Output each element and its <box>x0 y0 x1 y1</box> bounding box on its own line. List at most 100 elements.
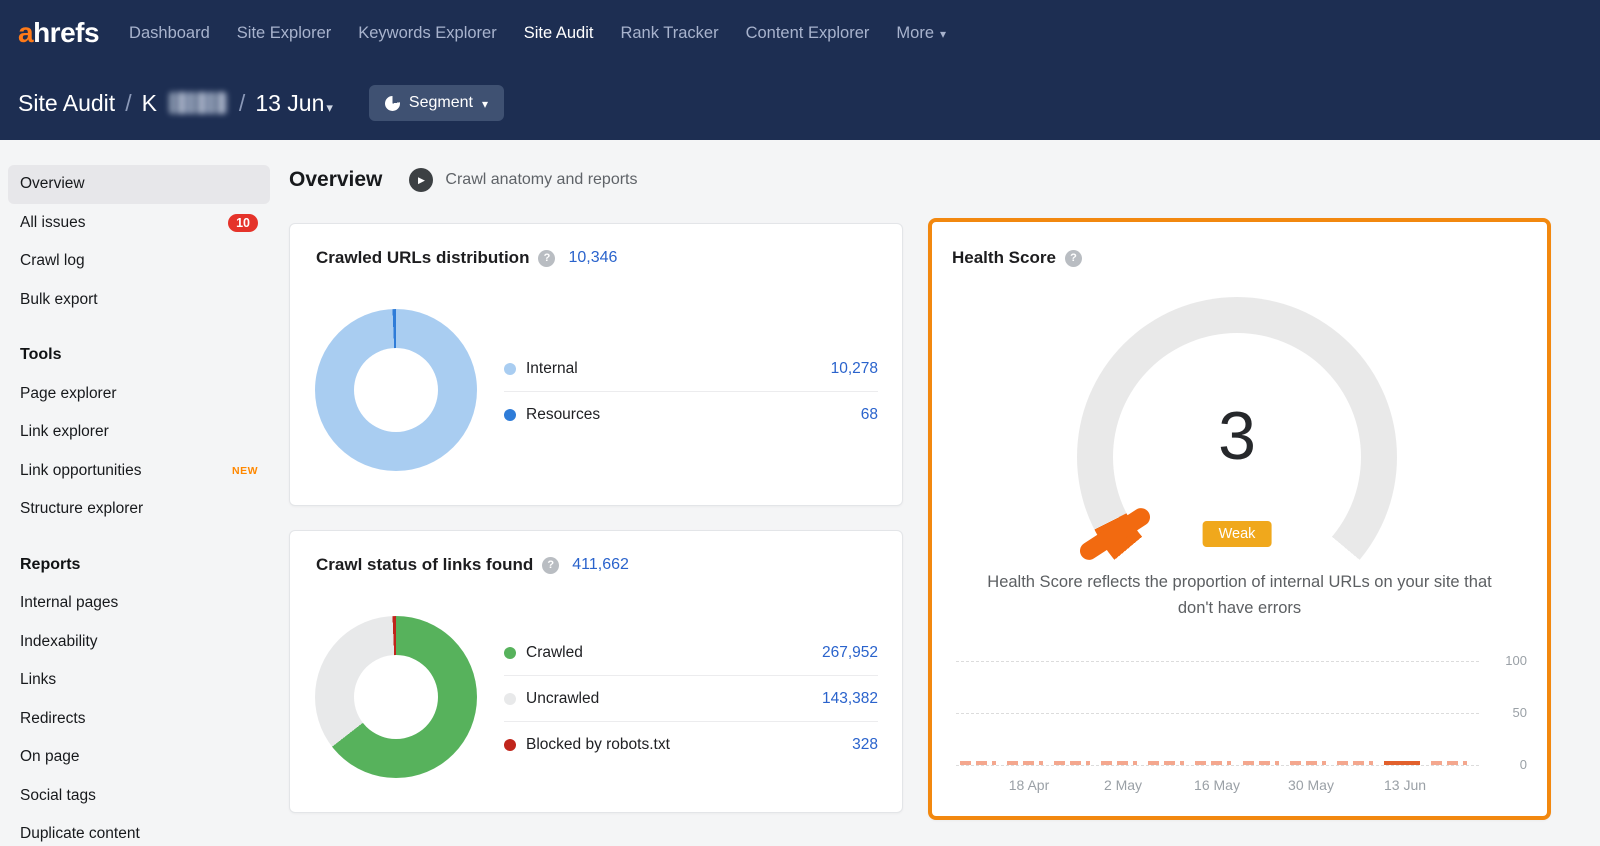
help-icon[interactable]: ? <box>1065 250 1082 267</box>
legend-row-uncrawled: Uncrawled 143,382 <box>504 676 878 722</box>
health-gauge-hole <box>1113 333 1361 581</box>
nav-item-site-audit[interactable]: Site Audit <box>524 24 594 43</box>
x-axis-label: 30 May <box>1288 777 1334 793</box>
trend-bar <box>1148 761 1184 765</box>
crawl-status-donut-chart <box>315 616 477 778</box>
x-axis-label: 16 May <box>1194 777 1240 793</box>
help-icon[interactable]: ? <box>542 557 559 574</box>
sidebar-section-reports: Reports <box>8 546 270 585</box>
trend-bar <box>1384 761 1420 765</box>
crawled-urls-total[interactable]: 10,346 <box>568 249 617 267</box>
crawled-urls-card-title: Crawled URLs distribution <box>316 248 529 268</box>
segment-button[interactable]: Segment ▾ <box>369 85 504 121</box>
logo-rest: hrefs <box>33 17 99 48</box>
page-title: Overview <box>289 168 382 192</box>
sidebar-item-indexability[interactable]: Indexability <box>8 623 270 662</box>
health-score-gauge: 3 Weak <box>1077 297 1397 617</box>
legend-dot <box>504 693 516 705</box>
x-axis-label: 13 Jun <box>1384 777 1426 793</box>
legend-value[interactable]: 328 <box>852 736 878 754</box>
breadcrumb-row: Site Audit / K / 13 Jun▾ Segment ▾ <box>0 66 1600 140</box>
trend-bar <box>1337 761 1373 765</box>
chevron-down-icon: ▾ <box>326 100 333 115</box>
nav-item-site-explorer[interactable]: Site Explorer <box>237 24 331 43</box>
sidebar-item-internal-pages[interactable]: Internal pages <box>8 584 270 623</box>
legend-row-crawled: Crawled 267,952 <box>504 630 878 676</box>
trend-bar <box>1195 761 1231 765</box>
health-score-card-title: Health Score <box>952 248 1056 268</box>
sidebar: Overview All issues10 Crawl log Bulk exp… <box>0 140 278 846</box>
legend-row-blocked: Blocked by robots.txt 328 <box>504 722 878 768</box>
crawl-status-card: Crawl status of links found ? 411,662 Cr… <box>289 530 903 813</box>
legend-value[interactable]: 68 <box>861 406 878 424</box>
trend-bar <box>1431 761 1467 765</box>
sidebar-item-page-explorer[interactable]: Page explorer <box>8 375 270 414</box>
nav-item-more[interactable]: More▾ <box>896 24 946 43</box>
health-score-trend-chart: 100 50 0 18 Apr 2 May 16 May 30 May 13 J… <box>956 649 1527 799</box>
trend-bar <box>1290 761 1326 765</box>
sidebar-item-links[interactable]: Links <box>8 661 270 700</box>
sidebar-item-redirects[interactable]: Redirects <box>8 700 270 739</box>
sidebar-item-social-tags[interactable]: Social tags <box>8 777 270 816</box>
legend-value[interactable]: 267,952 <box>822 644 878 662</box>
gridline-50 <box>956 713 1479 714</box>
ahrefs-logo[interactable]: ahrefs <box>18 17 99 49</box>
trend-bar <box>1101 761 1137 765</box>
trend-bar <box>960 761 996 765</box>
chevron-down-icon: ▾ <box>940 28 946 40</box>
y-axis-tick: 100 <box>1485 653 1527 668</box>
crawled-urls-legend: Internal 10,278 Resources 68 <box>504 346 878 438</box>
top-navigation: ahrefs Dashboard Site Explorer Keywords … <box>0 0 1600 140</box>
nav-item-rank-tracker[interactable]: Rank Tracker <box>620 24 718 43</box>
sidebar-item-structure-explorer[interactable]: Structure explorer <box>8 490 270 529</box>
project-name-initial[interactable]: K <box>142 90 157 117</box>
issues-count-badge: 10 <box>228 214 258 233</box>
sidebar-item-overview[interactable]: Overview <box>8 165 270 204</box>
legend-row-internal: Internal 10,278 <box>504 346 878 392</box>
sidebar-item-duplicate-content[interactable]: Duplicate content <box>8 815 270 846</box>
crawl-status-card-title: Crawl status of links found <box>316 555 533 575</box>
sidebar-item-all-issues[interactable]: All issues10 <box>8 204 270 243</box>
sidebar-item-on-page[interactable]: On page <box>8 738 270 777</box>
legend-dot <box>504 739 516 751</box>
y-axis-tick: 0 <box>1485 757 1527 772</box>
sidebar-item-link-explorer[interactable]: Link explorer <box>8 413 270 452</box>
crawl-anatomy-link[interactable]: Crawl anatomy and reports <box>445 171 637 189</box>
trend-bar <box>1243 761 1279 765</box>
legend-dot <box>504 409 516 421</box>
trend-bar <box>1007 761 1043 765</box>
breadcrumb-separator: / <box>239 90 245 117</box>
health-rating-badge: Weak <box>1203 521 1272 547</box>
health-score-value: 3 <box>1077 397 1397 475</box>
logo-accent-letter: a <box>18 17 33 48</box>
nav-item-dashboard[interactable]: Dashboard <box>129 24 210 43</box>
crawl-date-selector[interactable]: 13 Jun▾ <box>255 90 333 117</box>
crawl-status-total[interactable]: 411,662 <box>572 556 629 574</box>
main-content: Overview ▶ Crawl anatomy and reports Cra… <box>278 140 1600 846</box>
sidebar-item-crawl-log[interactable]: Crawl log <box>8 242 270 281</box>
legend-dot <box>504 647 516 659</box>
crawled-urls-donut-chart <box>315 309 477 471</box>
play-icon[interactable]: ▶ <box>409 168 433 192</box>
legend-row-resources: Resources 68 <box>504 392 878 438</box>
health-score-description: Health Score reflects the proportion of … <box>972 570 1507 621</box>
breadcrumb-section[interactable]: Site Audit <box>18 90 115 117</box>
help-icon[interactable]: ? <box>538 250 555 267</box>
nav-item-content-explorer[interactable]: Content Explorer <box>746 24 870 43</box>
legend-value[interactable]: 143,382 <box>822 690 878 708</box>
pie-chart-icon <box>385 96 400 111</box>
health-trend-bars <box>960 761 1467 765</box>
health-gauge-ring <box>1077 297 1397 617</box>
health-score-card: Health Score ? 3 Weak Health Score refle… <box>928 218 1551 820</box>
sidebar-item-link-opportunities[interactable]: Link opportunitiesNEW <box>8 452 270 491</box>
x-axis-label: 18 Apr <box>1009 777 1049 793</box>
new-tag: NEW <box>232 465 258 477</box>
trend-bar <box>1054 761 1090 765</box>
nav-item-keywords-explorer[interactable]: Keywords Explorer <box>358 24 496 43</box>
chevron-down-icon: ▾ <box>482 98 488 110</box>
legend-value[interactable]: 10,278 <box>831 360 878 378</box>
crawl-status-legend: Crawled 267,952 Uncrawled 143,382 Blocke… <box>504 630 878 768</box>
x-axis-label: 2 May <box>1104 777 1142 793</box>
sidebar-item-bulk-export[interactable]: Bulk export <box>8 281 270 320</box>
project-name-redacted[interactable] <box>169 92 227 114</box>
